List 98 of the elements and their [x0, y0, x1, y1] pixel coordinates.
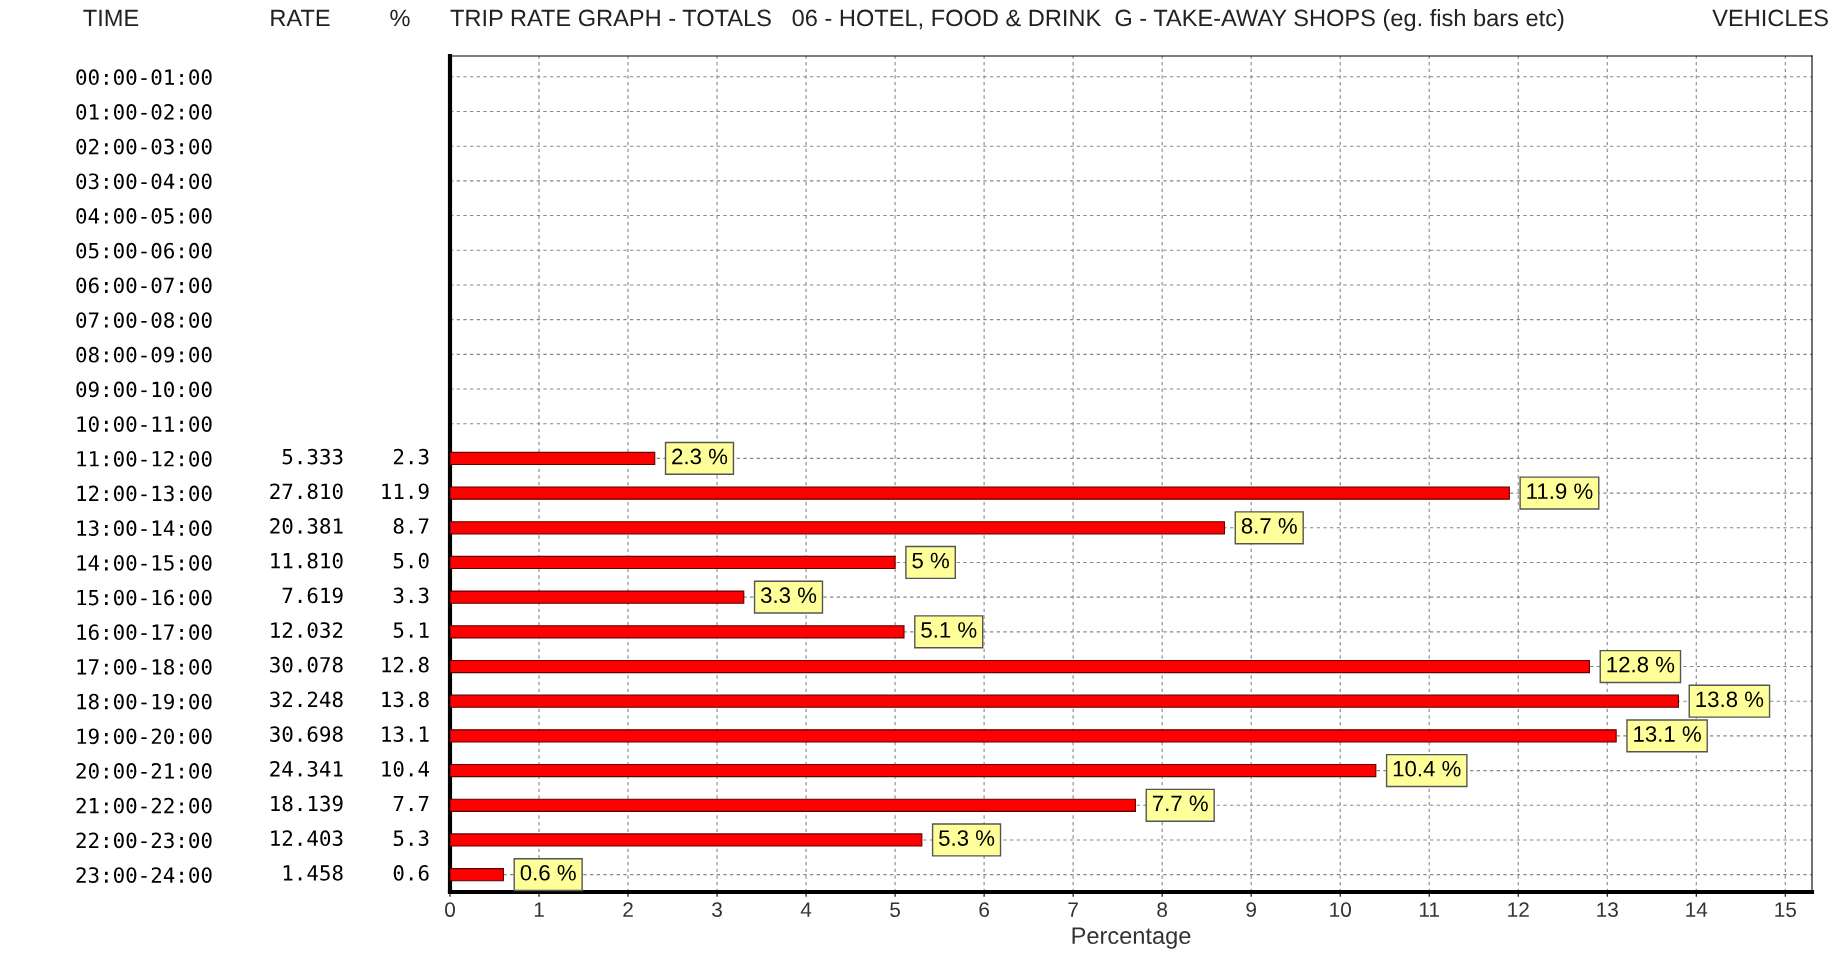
x-tick-label: 13 [1597, 902, 1618, 918]
x-tick-label: 5 [890, 902, 901, 918]
y-tick-label: 22:00-23:00 [76, 832, 212, 849]
text: 5.3 [393, 830, 429, 847]
bar [450, 555, 896, 570]
x-tick-label: 9 [1246, 902, 1256, 918]
text: 8.7 [393, 518, 429, 534]
text: 2.3 [393, 448, 429, 465]
y-tick-label: 10:00-11:00 [77, 416, 212, 432]
y-tick-label: 20:00-21:00 [76, 763, 212, 779]
data-label: 13.1 % [1634, 726, 1701, 742]
text: 12.032 [271, 622, 343, 638]
x-tick-label: 7 [1068, 902, 1078, 917]
data-label: 5 % [912, 552, 949, 569]
text: TIME [83, 9, 139, 27]
bar [450, 451, 656, 466]
text: 20.381 [270, 518, 343, 534]
text: 5.333 [282, 448, 343, 465]
text: 5.1 [393, 622, 429, 638]
x-tick-label: 14 [1686, 902, 1708, 917]
y-tick-label: 18:00-19:00 [77, 693, 212, 710]
y-tick-label: 08:00-09:00 [76, 346, 212, 363]
text: 12.8 [382, 656, 429, 673]
y-tick-label: 13:00-14:00 [77, 520, 212, 537]
text: 1.458 [283, 865, 343, 881]
y-tick-label: 16:00-17:00 [77, 624, 212, 641]
data-label: 5.3 % [939, 830, 995, 846]
bar [450, 763, 1377, 778]
y-tick-label: 19:00-20:00 [77, 728, 212, 745]
data-label: 13.8 % [1696, 691, 1764, 708]
y-tick-label: 00:00-01:00 [76, 69, 212, 86]
y-tick-label: 09:00-10:00 [76, 381, 212, 398]
y-tick-label: 06:00-07:00 [76, 277, 212, 294]
data-label: 7.7 % [1152, 795, 1208, 812]
data-label: 12.8 % [1607, 656, 1675, 673]
y-tick-label: 12:00-13:00 [77, 485, 212, 502]
text: 12.403 [271, 830, 343, 847]
x-tick-label: 3 [712, 902, 722, 918]
x-axis-title: Percentage [1072, 927, 1191, 949]
text: 24.341 [270, 760, 343, 777]
text: 27.810 [270, 483, 343, 500]
text: 30.078 [270, 656, 343, 673]
bar [450, 521, 1226, 535]
bar [450, 625, 905, 639]
text: 13.8 [382, 691, 429, 708]
bar [450, 590, 745, 604]
y-tick-label: 21:00-22:00 [76, 797, 212, 814]
x-tick-label: 4 [800, 902, 812, 917]
y-tick-label: 05:00-06:00 [76, 242, 212, 259]
y-tick-label: 17:00-18:00 [77, 659, 212, 675]
bar [450, 833, 923, 847]
y-tick-label: 15:00-16:00 [77, 589, 212, 606]
text: 0.6 [393, 865, 429, 881]
text: 11.9 [382, 483, 429, 500]
data-label: 10.4 % [1393, 760, 1461, 777]
y-tick-label: 01:00-02:00 [76, 104, 212, 120]
text: 7.619 [282, 587, 343, 604]
y-tick-label: 04:00-05:00 [76, 208, 212, 224]
text: 13.1 [382, 726, 429, 742]
bar [450, 729, 1617, 743]
chart-subtitle: VEHICLES [1712, 9, 1828, 27]
text: 30.698 [270, 726, 343, 742]
x-tick-label: 6 [979, 902, 989, 918]
text: 5.0 [393, 552, 429, 569]
x-tick-label: 0 [445, 902, 455, 918]
y-tick-label: 02:00-03:00 [76, 138, 212, 155]
bar [450, 798, 1137, 812]
x-tick-label: 10 [1330, 902, 1351, 918]
text: 7.7 [393, 795, 429, 812]
bar [450, 659, 1591, 674]
x-tick-label: 2 [623, 902, 633, 917]
text: 10.4 [382, 760, 430, 777]
y-tick-label: 03:00-04:00 [76, 173, 212, 190]
text: RATE [271, 9, 330, 27]
text: 18.139 [271, 795, 343, 812]
chart-title: TRIP RATE GRAPH - TOTALS 06 - HOTEL, FOOD & DRINK G - TAKE-AWAY SHOPS (eg. fish bars etc) [450, 9, 1564, 31]
data-label: 2.3 % [672, 448, 728, 465]
bar [450, 868, 504, 882]
data-label: 3.3 % [760, 587, 817, 604]
data-label: 11.9 % [1527, 483, 1593, 500]
text: 11.810 [271, 552, 343, 569]
text: 32.248 [270, 691, 343, 708]
text: 3.3 [393, 587, 429, 604]
x-tick-label: 8 [1157, 902, 1168, 918]
data-label: 0.6 % [520, 864, 576, 881]
x-tick-label: 1 [534, 902, 544, 917]
y-tick-label: 11:00-12:00 [77, 450, 212, 467]
y-tick-label: 14:00-15:00 [77, 554, 212, 571]
y-tick-label: 23:00-24:00 [76, 867, 212, 883]
text: % [390, 9, 410, 27]
data-label: 5.1 % [921, 622, 977, 638]
x-tick-label: 12 [1508, 902, 1529, 917]
bar [450, 486, 1510, 500]
y-tick-label: 07:00-08:00 [76, 312, 212, 328]
data-label: 8.7 % [1241, 518, 1297, 534]
bar [450, 694, 1680, 708]
x-tick-label: 11 [1419, 902, 1440, 917]
x-tick-label: 15 [1775, 902, 1797, 918]
